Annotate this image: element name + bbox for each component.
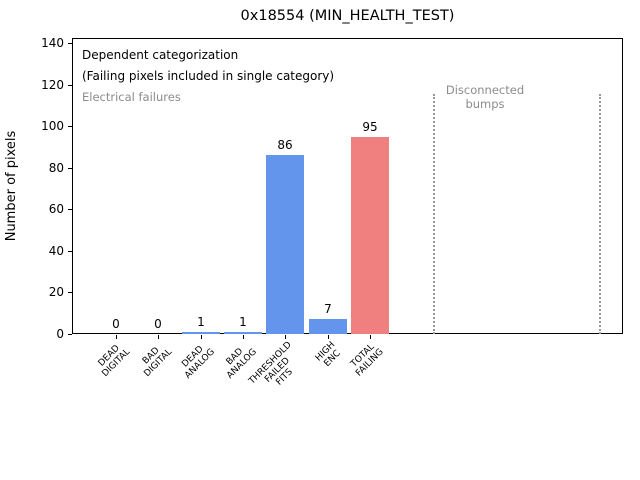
annotation-disconnected-bumps: Disconnected bumps	[445, 83, 525, 111]
y-tick-label: 120	[41, 78, 64, 92]
y-tick-mark	[68, 43, 72, 44]
bar	[266, 155, 304, 334]
x-tick-mark	[243, 335, 244, 339]
bar-value-label: 1	[197, 315, 205, 329]
y-tick-mark	[68, 292, 72, 293]
disconnected-bumps-boundary-line	[599, 94, 601, 334]
y-tick-mark	[68, 126, 72, 127]
x-tick-label: HIGH ENC	[313, 340, 343, 369]
x-tick-mark	[285, 335, 286, 339]
annotation-dependent-categorization: Dependent categorization (Failing pixels…	[82, 48, 335, 83]
x-tick-mark	[158, 335, 159, 339]
bar-value-label: 95	[362, 120, 378, 134]
y-tick-label: 40	[48, 244, 64, 258]
y-tick-mark	[68, 85, 72, 86]
y-tick-label: 20	[48, 285, 64, 299]
bar-value-label: 1	[239, 315, 247, 329]
y-tick-mark	[68, 334, 72, 335]
y-tick-mark	[68, 209, 72, 210]
disconnected-bumps-boundary-line	[433, 94, 435, 334]
y-tick-label: 80	[48, 161, 64, 175]
x-tick-label: BAD DIGITAL	[140, 345, 175, 380]
bar-value-label: 86	[277, 138, 293, 152]
x-tick-mark	[116, 335, 117, 339]
bar	[224, 332, 262, 334]
x-tick-mark	[328, 335, 329, 339]
x-tick-label: THRESHOLD FAILED FITS	[247, 340, 296, 388]
y-tick-label: 100	[41, 119, 64, 133]
bar-value-label: 0	[154, 317, 162, 331]
annotation-electrical-failures: Electrical failures	[82, 90, 181, 104]
x-tick-label: DEAD ANALOG	[180, 344, 218, 381]
plot-area	[72, 38, 623, 334]
bar-value-label: 0	[112, 317, 120, 331]
y-tick-label: 0	[56, 327, 64, 341]
y-tick-label: 140	[41, 36, 64, 50]
bar	[309, 319, 347, 334]
x-tick-label: TOTAL FAILING	[349, 342, 387, 379]
bar	[351, 137, 389, 334]
x-tick-mark	[370, 335, 371, 339]
bar-value-label: 7	[324, 302, 332, 316]
x-tick-label: DEAD DIGITAL	[96, 343, 133, 380]
x-tick-mark	[201, 335, 202, 339]
y-tick-mark	[68, 168, 72, 169]
y-tick-mark	[68, 251, 72, 252]
bar	[182, 332, 220, 334]
chart-title: 0x18554 (MIN_HEALTH_TEST)	[240, 8, 455, 24]
y-axis-label: Number of pixels	[4, 130, 19, 242]
y-tick-label: 60	[48, 202, 64, 216]
